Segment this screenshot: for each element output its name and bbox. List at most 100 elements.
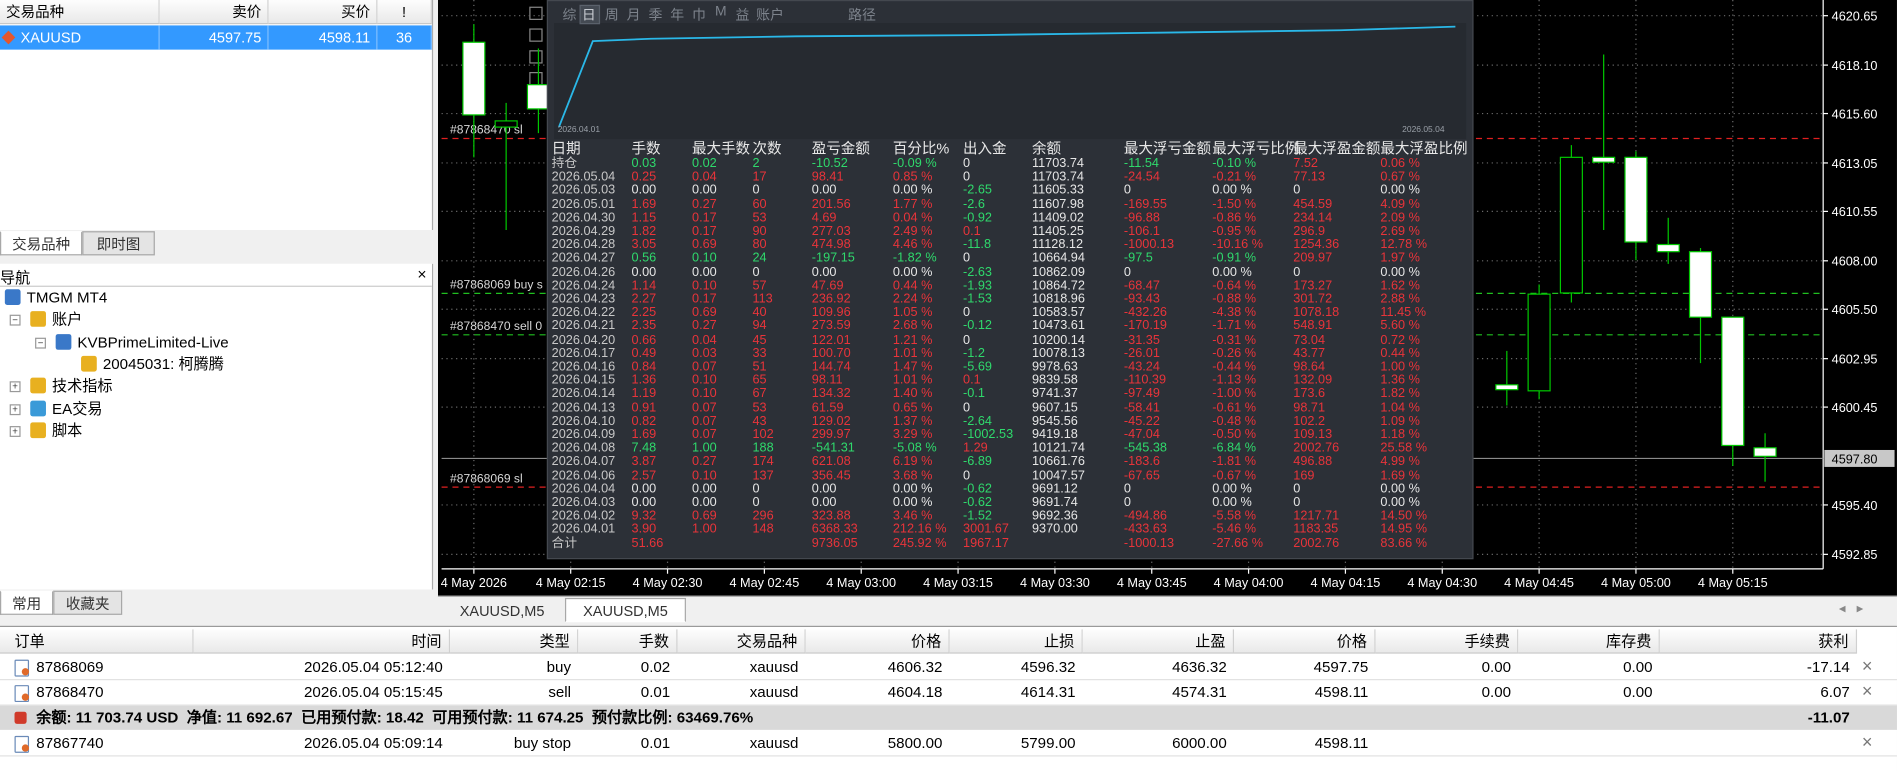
cell-value: sell xyxy=(548,683,572,701)
column-header[interactable]: 交易品种 xyxy=(677,629,806,654)
expand-box[interactable]: + xyxy=(9,381,21,393)
toolbar-button[interactable]: 季 xyxy=(648,8,663,23)
candle-body xyxy=(1656,243,1680,253)
scroll-arrows[interactable]: ◂ ▸ xyxy=(1838,601,1864,617)
column-header: 交易品种 xyxy=(0,0,160,25)
expand-box[interactable]: + xyxy=(9,403,21,415)
stat-cell: 合计 xyxy=(551,535,578,551)
candle-body xyxy=(1559,156,1583,294)
column-header[interactable]: 手数 xyxy=(578,629,678,654)
tree-item[interactable]: 技术指标 xyxy=(52,377,113,395)
stat-cell: -1.81 % xyxy=(1212,454,1256,469)
tree-item[interactable]: 账户 xyxy=(52,311,83,329)
stat-cell: 10047.57 xyxy=(1031,467,1085,483)
tab[interactable]: 常用 xyxy=(0,590,54,615)
stat-cell: 236.92 xyxy=(811,291,851,307)
row-bg[interactable] xyxy=(0,731,1897,757)
column-header[interactable]: 时间 xyxy=(193,629,451,654)
column-header[interactable]: 库存费 xyxy=(1518,629,1660,654)
stat-cell: 2026.04.21 xyxy=(551,318,616,334)
column-header[interactable]: 止损 xyxy=(949,629,1083,654)
stat-cell: 0 xyxy=(752,264,760,280)
x-tick-label: 4 May 05:15 xyxy=(1698,576,1768,590)
close-order[interactable]: × xyxy=(1861,732,1873,753)
stat-cell: -93.43 xyxy=(1123,291,1160,307)
stat-cell: -5.69 xyxy=(963,359,992,375)
cell-value: 4597.75 xyxy=(160,25,269,50)
column-header[interactable]: 订单 xyxy=(0,629,194,654)
column-header[interactable]: 价格 xyxy=(805,629,950,654)
stat-cell: -24.54 xyxy=(1123,169,1160,185)
expand-box[interactable]: + xyxy=(9,425,21,437)
toolbar-button[interactable]: 日 xyxy=(581,8,596,23)
stat-cell: 0 xyxy=(1293,264,1301,280)
column-header[interactable]: 获利 xyxy=(1659,629,1858,654)
stat-cell: 173.6 xyxy=(1293,386,1326,402)
stat-cell: 0 xyxy=(1293,495,1301,510)
stat-cell: 173.27 xyxy=(1293,278,1333,293)
stat-cell: 0.07 xyxy=(692,359,717,375)
toolbar-button[interactable]: 周 xyxy=(604,8,619,23)
stat-cell: 6368.33 xyxy=(811,522,858,537)
expand-box[interactable]: − xyxy=(9,315,21,326)
stat-cell: 0.00 % xyxy=(1380,481,1420,497)
tab[interactable]: 即时图 xyxy=(82,231,155,256)
close-order[interactable]: × xyxy=(1861,656,1873,677)
stat-cell: 0.07 xyxy=(692,400,717,415)
toolbar-highlight xyxy=(579,4,601,25)
stat-cell: 7.52 xyxy=(1293,156,1319,171)
column-header: 百分比% xyxy=(892,140,950,158)
y-tick-label: 4605.50 xyxy=(1832,303,1878,317)
cell-value: 4636.32 xyxy=(1172,658,1227,676)
column-header[interactable]: 止盈 xyxy=(1082,629,1234,654)
stat-cell: 0.04 xyxy=(692,169,717,185)
tree-item[interactable]: KVBPrimeLimited-Live xyxy=(77,333,229,351)
toolbar-button[interactable]: 月 xyxy=(626,8,641,23)
cell-value: buy xyxy=(546,658,572,676)
stat-cell: 2026.04.09 xyxy=(551,427,616,442)
chart-tab[interactable]: XAUUSD,M5 xyxy=(441,597,563,623)
toolbar-button[interactable]: 账户 xyxy=(756,8,784,23)
tab[interactable]: 收藏夹 xyxy=(53,590,123,615)
close-button[interactable]: × xyxy=(417,265,427,284)
stat-cell: -545.38 xyxy=(1123,440,1168,456)
toolbar-button[interactable]: 路径 xyxy=(848,8,876,23)
selected-row[interactable] xyxy=(0,25,432,50)
tree-item[interactable]: TMGM MT4 xyxy=(26,289,108,307)
chart-tab[interactable]: XAUUSD,M5 xyxy=(564,597,686,623)
y-tick-label: 4600.45 xyxy=(1832,401,1878,415)
stat-cell: -0.31 % xyxy=(1212,332,1256,347)
stat-cell: 10473.61 xyxy=(1031,318,1085,334)
column-header[interactable]: 手续费 xyxy=(1375,629,1519,654)
tree-item[interactable]: 20045031: 柯腾腾 xyxy=(102,355,224,373)
account-summary: 余额: 11 703.74 USD 净值: 11 692.67 已用预付款: 1… xyxy=(36,709,754,727)
stat-cell: 0.04 xyxy=(692,332,717,347)
toolbar-button[interactable]: M xyxy=(714,4,727,20)
cell-value: 4604.18 xyxy=(887,683,943,701)
tree-item[interactable]: EA交易 xyxy=(52,400,103,417)
stat-cell: 43.77 xyxy=(1293,345,1326,361)
stat-cell: 98.71 xyxy=(1293,400,1326,415)
stat-cell: 6.19 % xyxy=(892,454,933,469)
stat-cell: 10664.94 xyxy=(1031,251,1085,266)
stat-cell: 0.65 % xyxy=(892,400,933,415)
expand-box[interactable]: − xyxy=(35,337,46,349)
stat-cell: 10200.14 xyxy=(1031,332,1085,347)
row-bg[interactable] xyxy=(0,655,1897,681)
tree-icon xyxy=(30,422,46,438)
column-header[interactable]: 类型 xyxy=(450,629,579,654)
stat-cell: 9692.36 xyxy=(1031,508,1078,524)
stat-cell: 1.69 xyxy=(631,427,657,442)
tree-item[interactable]: 脚本 xyxy=(52,422,83,440)
toolbar-button[interactable]: 巾 xyxy=(692,8,706,23)
stat-cell: 188 xyxy=(752,440,774,456)
toolbar-button[interactable]: 综 xyxy=(562,8,577,23)
row-bg[interactable] xyxy=(0,680,1897,706)
close-order[interactable]: × xyxy=(1861,681,1873,703)
toolbar-button[interactable]: 益 xyxy=(735,8,750,23)
tab[interactable]: 交易品种 xyxy=(0,231,83,256)
stat-cell: 0.00 % xyxy=(1212,481,1252,497)
column-header[interactable]: 价格 xyxy=(1233,629,1376,654)
toolbar-button[interactable]: 年 xyxy=(670,8,685,23)
stat-cell: -0.92 xyxy=(963,210,992,225)
